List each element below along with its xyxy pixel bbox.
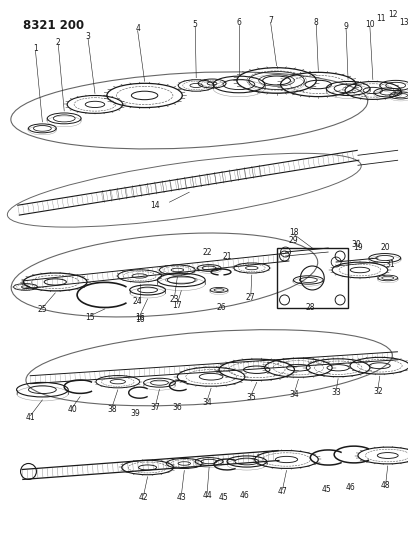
Text: 30: 30 xyxy=(350,239,360,248)
Text: 13: 13 xyxy=(398,18,407,27)
Text: 37: 37 xyxy=(150,403,160,412)
Text: 45: 45 xyxy=(321,485,330,494)
Text: 36: 36 xyxy=(172,403,182,412)
Text: 9: 9 xyxy=(343,22,348,31)
Text: 39: 39 xyxy=(130,409,140,418)
Text: 14: 14 xyxy=(149,200,159,209)
Text: 19: 19 xyxy=(352,243,362,252)
Text: 2: 2 xyxy=(56,38,61,47)
Text: 38: 38 xyxy=(107,405,117,414)
Text: 24: 24 xyxy=(133,297,142,306)
Text: 28: 28 xyxy=(305,303,314,312)
Text: 10: 10 xyxy=(364,20,374,29)
Text: 33: 33 xyxy=(330,388,340,397)
Text: 4: 4 xyxy=(135,24,140,33)
Text: 25: 25 xyxy=(38,305,47,314)
Text: 6: 6 xyxy=(236,18,241,27)
Text: 5: 5 xyxy=(192,20,197,29)
Text: 27: 27 xyxy=(245,294,255,302)
Text: 23: 23 xyxy=(169,295,179,304)
Text: 45: 45 xyxy=(218,493,228,502)
Text: 26: 26 xyxy=(216,303,225,312)
Text: 21: 21 xyxy=(222,252,231,261)
Text: 20: 20 xyxy=(380,243,390,252)
Text: 42: 42 xyxy=(139,493,148,502)
Text: 8: 8 xyxy=(313,18,318,27)
Text: 41: 41 xyxy=(26,413,35,422)
Text: 3: 3 xyxy=(85,32,90,41)
Text: 29: 29 xyxy=(288,236,298,245)
Text: 8321 200: 8321 200 xyxy=(22,19,83,31)
Text: 18: 18 xyxy=(288,228,297,237)
Text: 1: 1 xyxy=(33,44,38,53)
Text: 35: 35 xyxy=(245,393,255,402)
Text: 22: 22 xyxy=(202,247,211,256)
Text: 43: 43 xyxy=(176,493,186,502)
Text: 34: 34 xyxy=(202,398,211,407)
Text: 12: 12 xyxy=(387,10,396,19)
Text: 46: 46 xyxy=(239,491,249,500)
Text: 16: 16 xyxy=(135,316,144,325)
Text: 46: 46 xyxy=(344,483,354,492)
Text: 34: 34 xyxy=(289,390,299,399)
Text: 44: 44 xyxy=(202,491,211,500)
Text: 47: 47 xyxy=(277,487,287,496)
Text: 31: 31 xyxy=(384,260,393,269)
Text: 32: 32 xyxy=(372,387,382,396)
Text: 15: 15 xyxy=(85,313,94,322)
Text: 40: 40 xyxy=(67,405,77,414)
Text: 16: 16 xyxy=(135,313,144,322)
Text: 7: 7 xyxy=(267,16,272,25)
Text: 17: 17 xyxy=(172,301,182,310)
Text: 48: 48 xyxy=(380,481,390,490)
Text: 11: 11 xyxy=(375,14,384,23)
